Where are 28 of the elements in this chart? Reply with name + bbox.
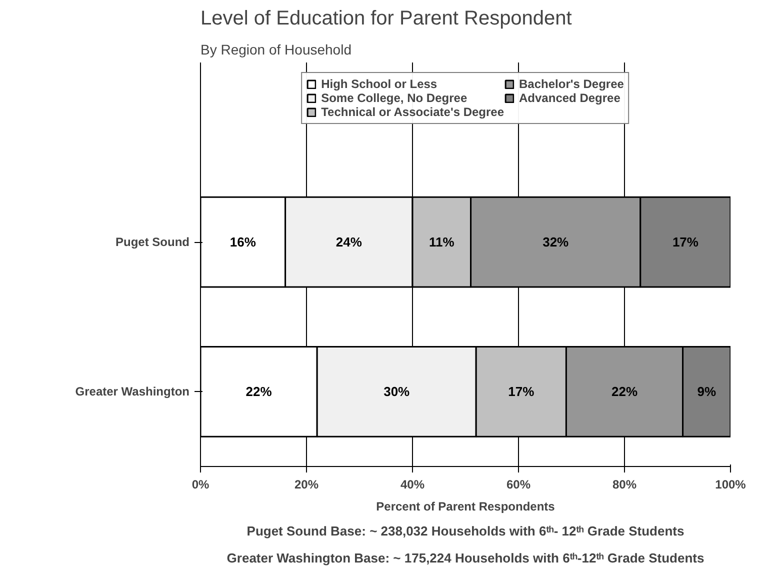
data-label: 11% bbox=[429, 234, 455, 250]
data-label: 24% bbox=[336, 234, 362, 250]
legend-label: Technical or Associate's Degree bbox=[321, 105, 504, 119]
data-label: 22% bbox=[246, 384, 272, 400]
chart-title: Level of Education for Parent Respondent bbox=[200, 8, 572, 30]
data-label: 16% bbox=[230, 234, 256, 250]
data-label: 17% bbox=[672, 234, 699, 250]
x-tick-label: 0% bbox=[192, 478, 210, 492]
legend-label: Advanced Degree bbox=[519, 91, 620, 105]
x-tick-label: 60% bbox=[506, 478, 531, 492]
legend-label: Bachelor's Degree bbox=[519, 77, 624, 91]
data-label: 9% bbox=[697, 384, 716, 400]
x-tick-label: 40% bbox=[400, 478, 425, 492]
data-label: 30% bbox=[384, 384, 410, 400]
data-label: 32% bbox=[542, 234, 570, 250]
legend-label: Some College, No Degree bbox=[321, 91, 468, 105]
y-tick-label: Greater Washington bbox=[75, 384, 190, 399]
x-tick-label: 20% bbox=[294, 478, 319, 492]
x-tick-label: 100% bbox=[715, 478, 746, 492]
data-label: 22% bbox=[611, 384, 638, 400]
chart-subtitle: By Region of Household bbox=[200, 42, 352, 58]
x-axis-title: Percent of Parent Respondents bbox=[376, 500, 556, 514]
legend-label: High School or Less bbox=[321, 77, 438, 91]
text: Greater Washington Base: ~ 175,224 Households with 6ᵗʰ-12ᵗʰ Grade Students bbox=[226, 550, 704, 566]
x-tick-label: 80% bbox=[612, 478, 637, 492]
data-label: 17% bbox=[508, 384, 535, 400]
y-tick-label: Puget Sound bbox=[116, 235, 190, 250]
text: Puget Sound Base: ~ 238,032 Households with 6ᵗʰ- 12ᵗʰ Grade Students bbox=[246, 524, 684, 538]
